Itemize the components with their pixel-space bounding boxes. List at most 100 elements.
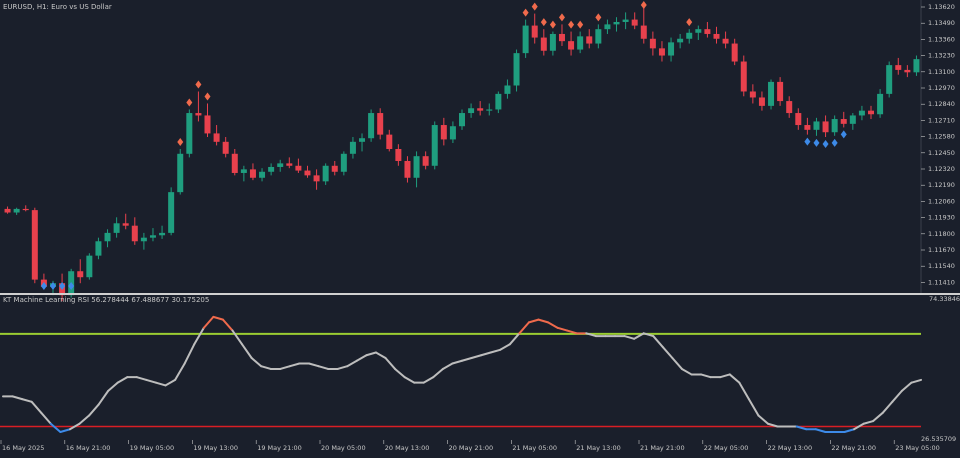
candle-body	[895, 65, 902, 70]
sell-signal-marker	[640, 1, 647, 9]
candle	[831, 115, 838, 136]
candle	[295, 158, 302, 173]
candle-body	[186, 113, 193, 154]
candle	[858, 105, 865, 121]
candle-body	[268, 166, 275, 172]
rsi-segment	[241, 343, 253, 359]
indicator-bottom-label: 26.535709	[921, 435, 956, 443]
time-axis[interactable]: 16 May 2025 16 May 21:00 19 May 05:00 19 Ma…	[0, 440, 940, 452]
candle	[486, 103, 493, 116]
candle-body	[522, 25, 529, 54]
candle-body	[204, 115, 211, 134]
candle	[422, 151, 429, 170]
price-label: 1.12970	[928, 84, 955, 92]
candle	[740, 55, 747, 97]
price-axis[interactable]: 1.13620 1.13490 1.13360 1.13230 1.13100 1.129…	[920, 0, 955, 293]
candle-body	[104, 232, 111, 242]
candle-body	[286, 163, 293, 166]
candle	[868, 105, 875, 120]
rsi-segment	[11, 395, 24, 401]
candle	[13, 207, 20, 215]
price-label: 1.11930	[928, 214, 955, 222]
candle-body	[222, 141, 229, 154]
time-label: 21 May 13:00	[576, 444, 621, 452]
candle-body	[904, 69, 911, 73]
candle-body	[259, 171, 266, 178]
candle-body	[649, 38, 656, 49]
price-label: 1.11800	[928, 230, 955, 238]
time-label: 19 May 05:00	[130, 444, 175, 452]
rsi-segment	[78, 414, 91, 425]
rsi-segment	[355, 354, 368, 362]
rsi-segment	[231, 329, 244, 346]
price-label: 1.12060	[928, 197, 955, 205]
candle	[877, 89, 884, 118]
rsi-segment	[183, 343, 196, 365]
candle-body	[840, 119, 847, 124]
time-label: 19 May 21:00	[257, 444, 302, 452]
candle-body	[631, 19, 638, 26]
candle	[313, 169, 320, 190]
rsi-segment	[288, 362, 301, 368]
candle-body	[113, 223, 120, 233]
rsi-segment	[489, 348, 502, 354]
candle-body	[731, 43, 738, 62]
rsi-segment	[164, 378, 177, 387]
chart-title: EURUSD, H1: Euro vs US Dollar	[3, 3, 112, 11]
candle	[640, 5, 647, 44]
candle-body	[595, 29, 602, 44]
buy-signal-marker	[804, 137, 811, 146]
candle-body	[568, 41, 575, 50]
candle	[477, 101, 484, 116]
rsi-segment	[317, 365, 330, 370]
candle-body	[613, 21, 620, 25]
rsi-segment	[853, 422, 865, 431]
rsi-segment	[537, 318, 550, 324]
pane-separator[interactable]	[0, 293, 960, 295]
candle	[377, 108, 384, 140]
rsi-segment	[719, 373, 731, 379]
candle	[631, 12, 638, 30]
candle	[504, 79, 511, 99]
candle-body	[831, 119, 838, 133]
candle	[840, 111, 847, 128]
rsi-segment	[891, 389, 903, 403]
rsi-segment	[795, 425, 808, 431]
candle	[22, 205, 29, 212]
candle	[95, 237, 102, 260]
candle	[649, 31, 656, 56]
candle	[568, 31, 575, 56]
rsi-segment	[145, 378, 157, 384]
candle	[395, 144, 402, 166]
rsi-segment	[680, 367, 693, 376]
candle-body	[577, 36, 584, 50]
candle	[286, 157, 293, 169]
rsi-segment	[432, 367, 444, 379]
rsi-segment	[403, 376, 416, 384]
candle-body	[86, 255, 93, 278]
candle-body	[368, 113, 375, 139]
candle	[731, 38, 738, 66]
rsi-segment	[470, 354, 483, 359]
price-label: 1.13490	[928, 19, 955, 27]
candle	[168, 187, 175, 236]
candle	[86, 253, 93, 280]
candle-body	[677, 38, 684, 43]
candle	[813, 117, 820, 136]
candle	[404, 156, 411, 183]
rsi-segment	[365, 351, 377, 357]
candle	[204, 103, 211, 138]
sell-signal-marker	[531, 2, 538, 11]
rsi-segment	[700, 373, 712, 379]
candle-body	[377, 113, 384, 135]
time-label: 22 May 13:00	[768, 444, 813, 452]
candle-body	[586, 36, 593, 44]
rsi-line	[2, 315, 922, 433]
candle-body	[722, 38, 729, 44]
sell-signal-marker	[568, 20, 575, 29]
candle-body	[404, 160, 411, 178]
candle	[268, 163, 275, 176]
buy-signal-marker	[822, 140, 829, 149]
